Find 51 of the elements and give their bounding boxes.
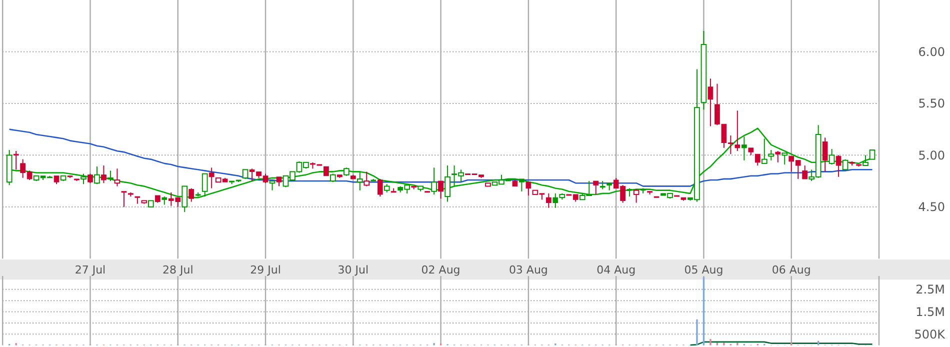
candlestick bbox=[593, 180, 599, 195]
candlestick bbox=[775, 150, 781, 163]
x-tick-label: 05 Aug bbox=[684, 264, 724, 277]
candlestick bbox=[134, 196, 140, 204]
candlestick bbox=[519, 178, 524, 192]
candlestick bbox=[782, 152, 788, 165]
candlestick bbox=[121, 191, 127, 208]
candlestick bbox=[606, 182, 612, 191]
candlestick bbox=[67, 176, 73, 178]
x-tick-label: 03 Aug bbox=[508, 264, 548, 277]
y-tick-label: 500K bbox=[914, 327, 946, 342]
candlestick bbox=[700, 30, 707, 110]
candlestick bbox=[108, 170, 114, 182]
y-tick-label: 1.5M bbox=[916, 304, 945, 319]
candlestick bbox=[438, 180, 444, 200]
x-tick-label: 29 Jul bbox=[250, 264, 281, 277]
x-tick-label: 06 Aug bbox=[772, 264, 811, 277]
candlestick bbox=[208, 167, 214, 189]
x-tick-label: 27 Jul bbox=[74, 264, 106, 277]
candlestick bbox=[822, 137, 828, 172]
candlestick bbox=[741, 136, 747, 161]
candlestick bbox=[708, 78, 714, 127]
y-tick-label: 6.00 bbox=[918, 44, 945, 59]
candlestick bbox=[802, 165, 808, 180]
candlestick bbox=[431, 167, 437, 195]
candlestick bbox=[411, 186, 417, 190]
y-tick-label: 4.50 bbox=[918, 200, 945, 214]
y-tick-label: 5.00 bbox=[918, 148, 945, 162]
candlestick bbox=[114, 168, 120, 187]
candlestick bbox=[526, 182, 532, 196]
x-tick-label: 30 Jul bbox=[338, 264, 369, 277]
candlestick bbox=[444, 165, 450, 202]
candlestick bbox=[761, 138, 768, 164]
candlestick bbox=[269, 180, 276, 191]
x-tick-label: 28 Jul bbox=[162, 264, 194, 277]
candlestick bbox=[337, 174, 342, 178]
candlestick bbox=[13, 150, 19, 170]
candlestick bbox=[768, 149, 774, 161]
candlestick bbox=[734, 110, 740, 152]
x-tick-label: 02 Aug bbox=[421, 264, 460, 277]
candlestick bbox=[101, 165, 106, 184]
y-tick-label: 2.5M bbox=[916, 282, 945, 297]
candlestick bbox=[600, 180, 606, 190]
candlestick bbox=[546, 192, 552, 208]
candlestick bbox=[754, 154, 760, 166]
candlestick bbox=[862, 154, 868, 166]
y-tick-label: 5.50 bbox=[918, 96, 945, 111]
candlestick bbox=[633, 188, 640, 204]
candlestick bbox=[836, 154, 842, 178]
x-tick-label: 04 Aug bbox=[596, 264, 636, 277]
candlestick bbox=[94, 166, 100, 185]
